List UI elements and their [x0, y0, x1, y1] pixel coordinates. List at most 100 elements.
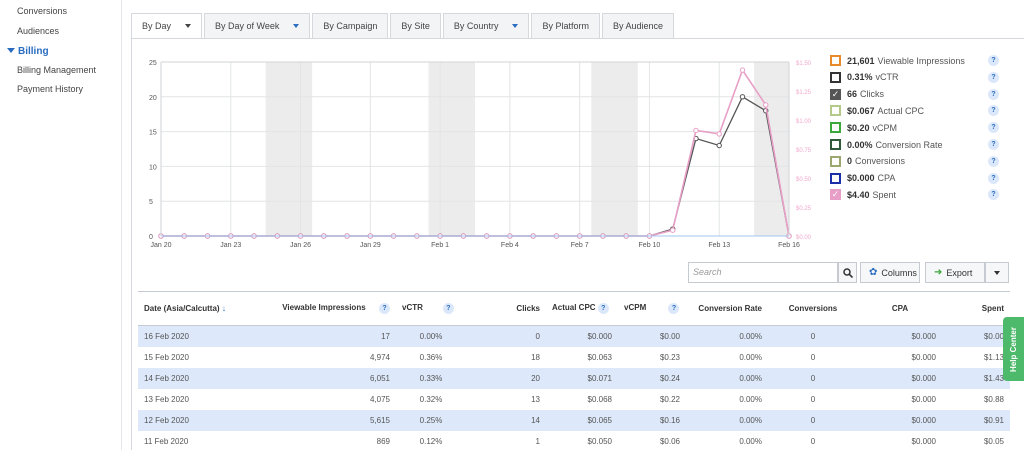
table-cell: $0.071	[546, 367, 618, 389]
legend-item[interactable]: $0.20 vCPM	[830, 121, 1000, 134]
search-input[interactable]: Search	[688, 262, 838, 283]
chevron-down-icon[interactable]	[293, 24, 300, 28]
legend-item[interactable]: 0.00% Conversion Rate	[830, 138, 1000, 151]
col-header-conversion-rate[interactable]: Conversion Rate	[686, 291, 768, 326]
help-icon[interactable]: ?	[988, 71, 999, 83]
col-header-spent[interactable]: Spent	[942, 291, 1010, 326]
legend-item[interactable]: ✓ $4.40 Spent	[830, 188, 1000, 201]
sidebar-section-billing[interactable]: Billing	[7, 46, 49, 57]
legend-checkbox[interactable]	[830, 122, 841, 134]
legend-checkbox[interactable]	[830, 105, 841, 117]
table-cell: 1	[466, 430, 546, 450]
help-icon[interactable]: ?	[988, 139, 999, 150]
table-cell: $1.43	[942, 367, 1010, 389]
table-cell: 0	[768, 409, 858, 431]
sidebar-item-payment-history[interactable]: Payment History	[17, 84, 84, 94]
y-tick-label: 10	[149, 164, 157, 171]
weekend-band	[428, 62, 475, 236]
header-label: vCTR	[402, 303, 423, 312]
help-icon[interactable]: ?	[988, 155, 999, 167]
table-cell: $0.91	[942, 409, 1010, 431]
legend-item[interactable]: 21,601 Viewable Impressions	[830, 54, 1000, 67]
col-header-vctr[interactable]: vCTR ?	[396, 291, 466, 326]
table-row: 13 Feb 2020 4,075 0.32% 13 $0.068 $0.22 0.00% 0…	[138, 388, 1010, 410]
help-icon[interactable]: ?	[597, 303, 609, 314]
help-icon[interactable]: ?	[668, 303, 680, 314]
help-icon[interactable]: ?	[988, 105, 999, 117]
table-cell: 14 Feb 2020	[138, 367, 256, 389]
table-cell: $0.000	[858, 367, 942, 389]
chevron-down-icon	[994, 270, 1000, 275]
table-cell: 13	[466, 388, 546, 410]
col-header-date[interactable]: Date (Asia/Calcutta) ↓	[138, 291, 256, 326]
help-icon[interactable]: ?	[988, 172, 999, 184]
tab-label: By Day of Week	[215, 21, 280, 31]
table-cell: 0	[768, 430, 858, 450]
legend-item[interactable]: ✓ 66 Clicks	[830, 88, 1000, 101]
data-point	[739, 94, 746, 100]
legend-item[interactable]: $0.067 Actual CPC	[830, 104, 1000, 117]
help-center-label: Help Center	[1009, 326, 1018, 372]
legend-label: Viewable Impressions	[877, 55, 965, 66]
legend-checkbox[interactable]	[830, 139, 841, 150]
legend-checkbox[interactable]	[830, 155, 841, 167]
y-right-tick-label: $1.00	[796, 119, 812, 125]
col-header-vcpm[interactable]: vCPM ?	[618, 291, 686, 326]
table-cell: $0.000	[858, 430, 942, 450]
tab-by-platform[interactable]: By Platform	[531, 13, 600, 38]
table-cell: $0.00	[942, 325, 1010, 347]
legend-checkbox[interactable]	[830, 55, 841, 66]
export-button[interactable]: ➜ Export	[925, 262, 985, 283]
col-header-viewable-impressions[interactable]: Viewable Impressions ?	[256, 291, 396, 326]
table-cell: 0.33%	[396, 367, 466, 389]
table-cell: $0.000	[858, 325, 942, 347]
help-icon[interactable]: ?	[988, 55, 999, 66]
legend-label: Conversion Rate	[875, 139, 943, 150]
export-dropdown-button[interactable]	[985, 262, 1009, 283]
table-cell: 0.25%	[396, 409, 466, 431]
col-header-cpa[interactable]: CPA	[858, 291, 942, 326]
legend-checkbox[interactable]: ✓	[830, 88, 841, 100]
table-cell: $0.22	[618, 388, 686, 410]
legend-checkbox[interactable]	[830, 172, 841, 184]
table-cell: 15 Feb 2020	[138, 346, 256, 368]
legend-item[interactable]: $0.000 CPA	[830, 172, 1000, 185]
y-tick-label: 5	[149, 199, 153, 206]
x-tick-label: Jan 26	[290, 242, 311, 249]
tab-by-audience[interactable]: By Audience	[601, 13, 675, 38]
help-icon[interactable]: ?	[379, 303, 390, 314]
sidebar-item-conversions[interactable]: Conversions	[17, 6, 68, 16]
col-header-clicks[interactable]: Clicks	[466, 291, 546, 326]
help-icon[interactable]: ?	[988, 189, 999, 201]
legend-checkbox[interactable]: ✓	[830, 189, 841, 201]
sidebar-item-billing-management[interactable]: Billing Management	[17, 65, 97, 75]
columns-button[interactable]: ✿ Columns	[860, 262, 920, 283]
help-icon[interactable]: ?	[442, 303, 454, 314]
data-point	[739, 67, 746, 73]
sidebar-item-audiences[interactable]: Audiences	[17, 26, 60, 36]
search-button[interactable]	[838, 262, 857, 283]
legend-label: CPA	[877, 173, 896, 184]
legend-checkbox[interactable]	[830, 71, 841, 83]
help-icon[interactable]: ?	[988, 122, 999, 134]
col-header-actual-cpc[interactable]: Actual CPC ?	[546, 291, 618, 326]
help-center-button[interactable]: Help Center	[1003, 317, 1024, 381]
tab-by-day-of-week[interactable]: By Day of Week	[204, 13, 311, 38]
tab-by-country[interactable]: By Country	[442, 13, 530, 38]
legend-value: $4.40	[847, 189, 870, 200]
y-tick-label: 20	[149, 95, 157, 102]
sidebar: Conversions Audiences Billing Billing Ma…	[0, 0, 122, 450]
tab-by-campaign[interactable]: By Campaign	[312, 13, 389, 38]
legend-item[interactable]: 0.31% vCTR	[830, 71, 1000, 84]
tab-by-site[interactable]: By Site	[390, 13, 441, 38]
table-cell: $0.050	[546, 430, 618, 450]
legend-item[interactable]: 0 Conversions	[830, 155, 1000, 168]
tab-by-day[interactable]: By Day	[131, 13, 203, 38]
table-cell: $0.06	[618, 430, 686, 450]
chevron-down-icon[interactable]	[512, 24, 519, 28]
help-icon[interactable]: ?	[988, 88, 999, 100]
chevron-down-icon[interactable]	[185, 24, 192, 28]
table-cell: 6,051	[256, 367, 396, 389]
table-cell: $0.065	[546, 409, 618, 431]
col-header-conversions[interactable]: Conversions	[768, 291, 858, 326]
